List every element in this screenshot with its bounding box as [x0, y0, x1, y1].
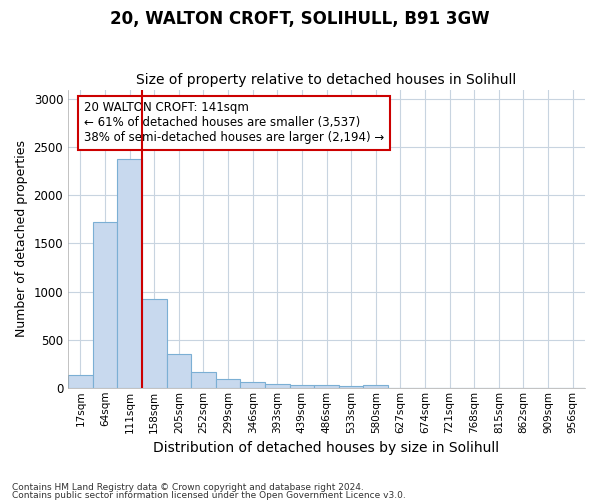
Bar — [167, 354, 191, 388]
Bar — [364, 386, 388, 388]
Y-axis label: Number of detached properties: Number of detached properties — [15, 140, 28, 337]
X-axis label: Distribution of detached houses by size in Solihull: Distribution of detached houses by size … — [154, 441, 500, 455]
Bar — [339, 386, 364, 388]
Bar — [241, 382, 265, 388]
Bar — [191, 372, 216, 388]
Bar — [117, 159, 142, 388]
Text: Contains HM Land Registry data © Crown copyright and database right 2024.: Contains HM Land Registry data © Crown c… — [12, 484, 364, 492]
Bar — [265, 384, 290, 388]
Bar — [216, 379, 241, 388]
Bar — [68, 376, 92, 388]
Bar — [142, 300, 167, 388]
Bar — [290, 385, 314, 388]
Text: 20 WALTON CROFT: 141sqm
← 61% of detached houses are smaller (3,537)
38% of semi: 20 WALTON CROFT: 141sqm ← 61% of detache… — [83, 102, 384, 144]
Text: 20, WALTON CROFT, SOLIHULL, B91 3GW: 20, WALTON CROFT, SOLIHULL, B91 3GW — [110, 10, 490, 28]
Bar — [92, 222, 117, 388]
Text: Contains public sector information licensed under the Open Government Licence v3: Contains public sector information licen… — [12, 490, 406, 500]
Title: Size of property relative to detached houses in Solihull: Size of property relative to detached ho… — [136, 73, 517, 87]
Bar — [314, 386, 339, 388]
